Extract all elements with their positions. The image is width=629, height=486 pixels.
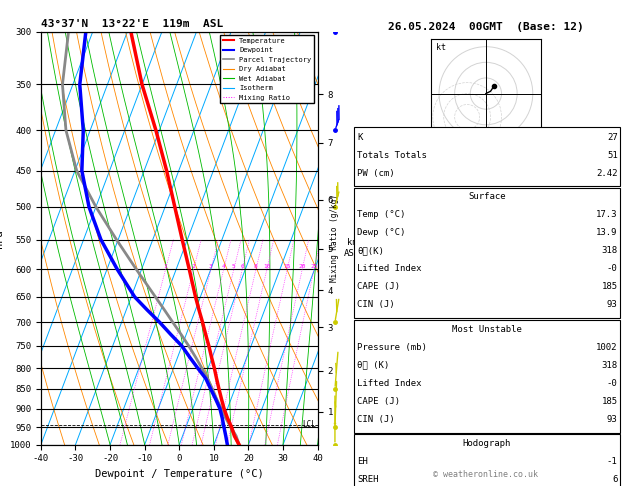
Text: 1: 1	[164, 264, 167, 269]
X-axis label: Dewpoint / Temperature (°C): Dewpoint / Temperature (°C)	[95, 469, 264, 479]
Text: 318: 318	[601, 361, 618, 370]
Y-axis label: km
ASL: km ASL	[344, 238, 360, 258]
Text: CIN (J): CIN (J)	[357, 300, 395, 310]
Text: kt: kt	[436, 43, 446, 52]
Text: 318: 318	[601, 246, 618, 256]
Text: Mixing Ratio (g/kg): Mixing Ratio (g/kg)	[330, 194, 340, 282]
Text: 2: 2	[192, 264, 196, 269]
Text: EH: EH	[357, 457, 368, 466]
Text: 1002: 1002	[596, 343, 618, 352]
Text: 13.9: 13.9	[596, 228, 618, 238]
Text: 8: 8	[254, 264, 258, 269]
Text: 5: 5	[232, 264, 236, 269]
Text: LCL: LCL	[303, 420, 316, 429]
Text: 93: 93	[607, 415, 618, 424]
Text: θᴀ (K): θᴀ (K)	[357, 361, 389, 370]
Text: 27: 27	[607, 133, 618, 142]
Text: 51: 51	[607, 151, 618, 160]
Text: CAPE (J): CAPE (J)	[357, 282, 400, 292]
Text: SREH: SREH	[357, 475, 379, 484]
Text: 3: 3	[209, 264, 213, 269]
Y-axis label: hPa: hPa	[0, 229, 4, 247]
Text: Totals Totals: Totals Totals	[357, 151, 427, 160]
Text: Dewp (°C): Dewp (°C)	[357, 228, 406, 238]
Text: -0: -0	[607, 379, 618, 388]
Legend: Temperature, Dewpoint, Parcel Trajectory, Dry Adiabat, Wet Adiabat, Isotherm, Mi: Temperature, Dewpoint, Parcel Trajectory…	[220, 35, 314, 104]
Text: 6: 6	[240, 264, 244, 269]
Text: Most Unstable: Most Unstable	[452, 325, 522, 334]
Text: 10: 10	[263, 264, 270, 269]
Text: 4: 4	[222, 264, 226, 269]
Text: Lifted Index: Lifted Index	[357, 264, 422, 274]
Text: 6: 6	[612, 475, 618, 484]
Text: 93: 93	[607, 300, 618, 310]
Text: Surface: Surface	[468, 192, 506, 202]
Text: 25: 25	[310, 264, 318, 269]
Text: 2.42: 2.42	[596, 169, 618, 178]
Text: © weatheronline.co.uk: © weatheronline.co.uk	[433, 469, 538, 479]
Text: Temp (°C): Temp (°C)	[357, 210, 406, 220]
Text: 17.3: 17.3	[596, 210, 618, 220]
Text: PW (cm): PW (cm)	[357, 169, 395, 178]
Text: Pressure (mb): Pressure (mb)	[357, 343, 427, 352]
Text: 26.05.2024  00GMT  (Base: 12): 26.05.2024 00GMT (Base: 12)	[388, 22, 584, 32]
Text: 20: 20	[298, 264, 306, 269]
Text: Lifted Index: Lifted Index	[357, 379, 422, 388]
Text: 185: 185	[601, 282, 618, 292]
Text: -1: -1	[607, 457, 618, 466]
Text: K: K	[357, 133, 363, 142]
Text: CIN (J): CIN (J)	[357, 415, 395, 424]
Text: 185: 185	[601, 397, 618, 406]
Text: 43°37'N  13°22'E  119m  ASL: 43°37'N 13°22'E 119m ASL	[41, 19, 223, 30]
Text: Hodograph: Hodograph	[463, 439, 511, 448]
Text: -0: -0	[607, 264, 618, 274]
Text: θᴀ(K): θᴀ(K)	[357, 246, 384, 256]
Text: 15: 15	[284, 264, 291, 269]
Text: CAPE (J): CAPE (J)	[357, 397, 400, 406]
